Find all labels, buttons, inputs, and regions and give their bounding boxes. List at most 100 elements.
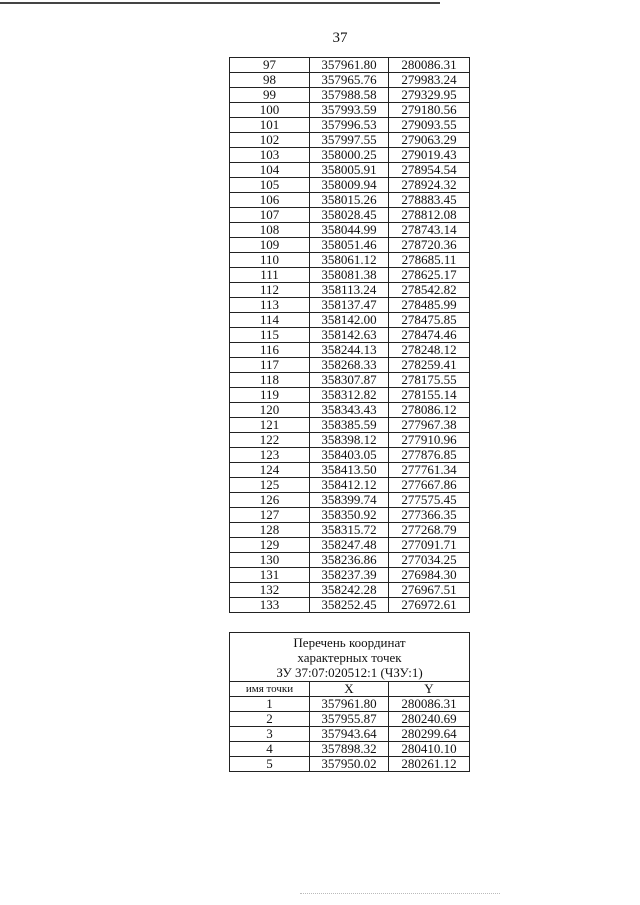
table-row: 129 358247.48 277091.71 bbox=[229, 537, 470, 553]
table-caption: Перечень координат характерных точек ЗУ … bbox=[229, 632, 470, 682]
table-row: 114 358142.00 278475.85 bbox=[229, 312, 470, 328]
x-coordinate: 357988.58 bbox=[309, 87, 389, 103]
table-row: 132 358242.28 276967.51 bbox=[229, 582, 470, 598]
y-coordinate: 276972.61 bbox=[388, 597, 470, 613]
caption-line: Перечень координат bbox=[293, 635, 406, 650]
y-coordinate: 279093.55 bbox=[388, 117, 470, 133]
y-coordinate: 276984.30 bbox=[388, 567, 470, 583]
x-coordinate: 357996.53 bbox=[309, 117, 389, 133]
table-row: 121 358385.59 277967.38 bbox=[229, 417, 470, 433]
y-coordinate: 278883.45 bbox=[388, 192, 470, 208]
x-coordinate: 358113.24 bbox=[309, 282, 389, 298]
y-coordinate: 278685.11 bbox=[388, 252, 470, 268]
table-row: 98 357965.76 279983.24 bbox=[229, 72, 470, 88]
point-number: 121 bbox=[229, 417, 310, 433]
table-row: 117 358268.33 278259.41 bbox=[229, 357, 470, 373]
y-coordinate: 280261.12 bbox=[388, 756, 470, 772]
point-number: 120 bbox=[229, 402, 310, 418]
y-coordinate: 278475.85 bbox=[388, 312, 470, 328]
x-coordinate: 358081.38 bbox=[309, 267, 389, 283]
y-coordinate: 279329.95 bbox=[388, 87, 470, 103]
y-coordinate: 279019.43 bbox=[388, 147, 470, 163]
point-number: 5 bbox=[229, 756, 310, 772]
table-row: 1 357961.80 280086.31 bbox=[229, 696, 470, 712]
table-row: 116 358244.13 278248.12 bbox=[229, 342, 470, 358]
table-row: 103 358000.25 279019.43 bbox=[229, 147, 470, 163]
x-coordinate: 358247.48 bbox=[309, 537, 389, 553]
x-coordinate: 358244.13 bbox=[309, 342, 389, 358]
header-y: Y bbox=[388, 681, 470, 697]
y-coordinate: 278259.41 bbox=[388, 357, 470, 373]
x-coordinate: 357943.64 bbox=[309, 726, 389, 742]
table-row: 113 358137.47 278485.99 bbox=[229, 297, 470, 313]
x-coordinate: 358312.82 bbox=[309, 387, 389, 403]
x-coordinate: 358237.39 bbox=[309, 567, 389, 583]
table-row: 109 358051.46 278720.36 bbox=[229, 237, 470, 253]
point-number: 103 bbox=[229, 147, 310, 163]
table-row: 126 358399.74 277575.45 bbox=[229, 492, 470, 508]
point-number: 123 bbox=[229, 447, 310, 463]
y-coordinate: 278542.82 bbox=[388, 282, 470, 298]
x-coordinate: 357965.76 bbox=[309, 72, 389, 88]
table-row: 127 358350.92 277366.35 bbox=[229, 507, 470, 523]
x-coordinate: 358399.74 bbox=[309, 492, 389, 508]
x-coordinate: 358009.94 bbox=[309, 177, 389, 193]
x-coordinate: 357961.80 bbox=[309, 696, 389, 712]
x-coordinate: 357997.55 bbox=[309, 132, 389, 148]
point-number: 104 bbox=[229, 162, 310, 178]
x-coordinate: 357993.59 bbox=[309, 102, 389, 118]
table-row: 112 358113.24 278542.82 bbox=[229, 282, 470, 298]
point-number: 2 bbox=[229, 711, 310, 727]
y-coordinate: 280240.69 bbox=[388, 711, 470, 727]
table-row: 119 358312.82 278155.14 bbox=[229, 387, 470, 403]
y-coordinate: 278086.12 bbox=[388, 402, 470, 418]
point-number: 3 bbox=[229, 726, 310, 742]
table-row: 107 358028.45 278812.08 bbox=[229, 207, 470, 223]
table-row: 104 358005.91 278954.54 bbox=[229, 162, 470, 178]
y-coordinate: 278743.14 bbox=[388, 222, 470, 238]
table-row: 115 358142.63 278474.46 bbox=[229, 327, 470, 343]
x-coordinate: 358412.12 bbox=[309, 477, 389, 493]
x-coordinate: 358307.87 bbox=[309, 372, 389, 388]
point-number: 108 bbox=[229, 222, 310, 238]
y-coordinate: 279063.29 bbox=[388, 132, 470, 148]
y-coordinate: 278155.14 bbox=[388, 387, 470, 403]
table-row: 110 358061.12 278685.11 bbox=[229, 252, 470, 268]
point-number: 117 bbox=[229, 357, 310, 373]
point-number: 130 bbox=[229, 552, 310, 568]
point-number: 111 bbox=[229, 267, 310, 283]
point-number: 127 bbox=[229, 507, 310, 523]
y-coordinate: 278485.99 bbox=[388, 297, 470, 313]
y-coordinate: 277967.38 bbox=[388, 417, 470, 433]
scan-artifact bbox=[300, 893, 500, 894]
x-coordinate: 358044.99 bbox=[309, 222, 389, 238]
table-row: 128 358315.72 277268.79 bbox=[229, 522, 470, 538]
table-row: 106 358015.26 278883.45 bbox=[229, 192, 470, 208]
y-coordinate: 280086.31 bbox=[388, 57, 470, 73]
x-coordinate: 358236.86 bbox=[309, 552, 389, 568]
x-coordinate: 358015.26 bbox=[309, 192, 389, 208]
x-coordinate: 358028.45 bbox=[309, 207, 389, 223]
table-row: 111 358081.38 278625.17 bbox=[229, 267, 470, 283]
point-number: 102 bbox=[229, 132, 310, 148]
point-number: 113 bbox=[229, 297, 310, 313]
x-coordinate: 358398.12 bbox=[309, 432, 389, 448]
point-number: 97 bbox=[229, 57, 310, 73]
x-coordinate: 357961.80 bbox=[309, 57, 389, 73]
x-coordinate: 358413.50 bbox=[309, 462, 389, 478]
x-coordinate: 358142.63 bbox=[309, 327, 389, 343]
y-coordinate: 280299.64 bbox=[388, 726, 470, 742]
table-row: 123 358403.05 277876.85 bbox=[229, 447, 470, 463]
y-coordinate: 278175.55 bbox=[388, 372, 470, 388]
y-coordinate: 277366.35 bbox=[388, 507, 470, 523]
scan-edge-line bbox=[0, 2, 440, 4]
table-row: 131 358237.39 276984.30 bbox=[229, 567, 470, 583]
x-coordinate: 358137.47 bbox=[309, 297, 389, 313]
x-coordinate: 357955.87 bbox=[309, 711, 389, 727]
x-coordinate: 358350.92 bbox=[309, 507, 389, 523]
point-number: 133 bbox=[229, 597, 310, 613]
point-number: 124 bbox=[229, 462, 310, 478]
x-coordinate: 358315.72 bbox=[309, 522, 389, 538]
point-number: 100 bbox=[229, 102, 310, 118]
point-number: 101 bbox=[229, 117, 310, 133]
